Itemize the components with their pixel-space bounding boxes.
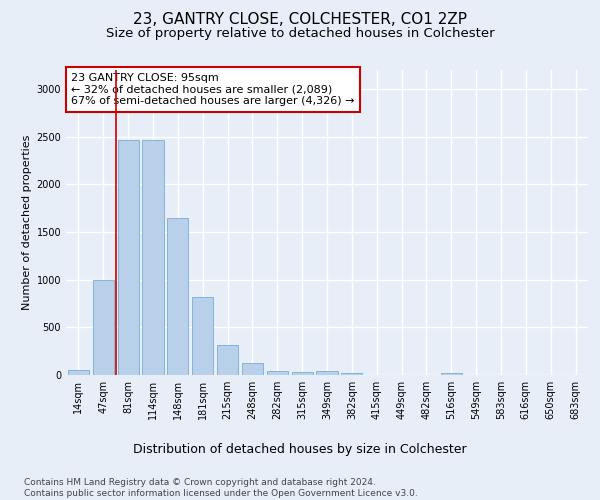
Bar (167, 218, 188, 375)
Bar (118, 140, 139, 375)
Bar (267, 370, 288, 375)
Text: 23 GANTRY CLOSE: 95sqm
← 32% of detached houses are smaller (2,089)
67% of semi-: 23 GANTRY CLOSE: 95sqm ← 32% of detached… (71, 73, 355, 106)
Bar (292, 372, 313, 375)
Text: Size of property relative to detached houses in Colchester: Size of property relative to detached ho… (106, 28, 494, 40)
Bar (441, 372, 462, 375)
Bar (242, 362, 263, 375)
Bar (316, 371, 338, 375)
Bar (142, 140, 164, 375)
Bar (192, 297, 213, 375)
Text: Contains HM Land Registry data © Crown copyright and database right 2024.
Contai: Contains HM Land Registry data © Crown c… (24, 478, 418, 498)
Text: 23, GANTRY CLOSE, COLCHESTER, CO1 2ZP: 23, GANTRY CLOSE, COLCHESTER, CO1 2ZP (133, 12, 467, 28)
Bar (93, 280, 114, 375)
Y-axis label: Number of detached properties: Number of detached properties (22, 135, 32, 310)
Bar (68, 370, 89, 375)
Text: Distribution of detached houses by size in Colchester: Distribution of detached houses by size … (133, 442, 467, 456)
Bar (341, 372, 362, 375)
Bar (217, 346, 238, 375)
